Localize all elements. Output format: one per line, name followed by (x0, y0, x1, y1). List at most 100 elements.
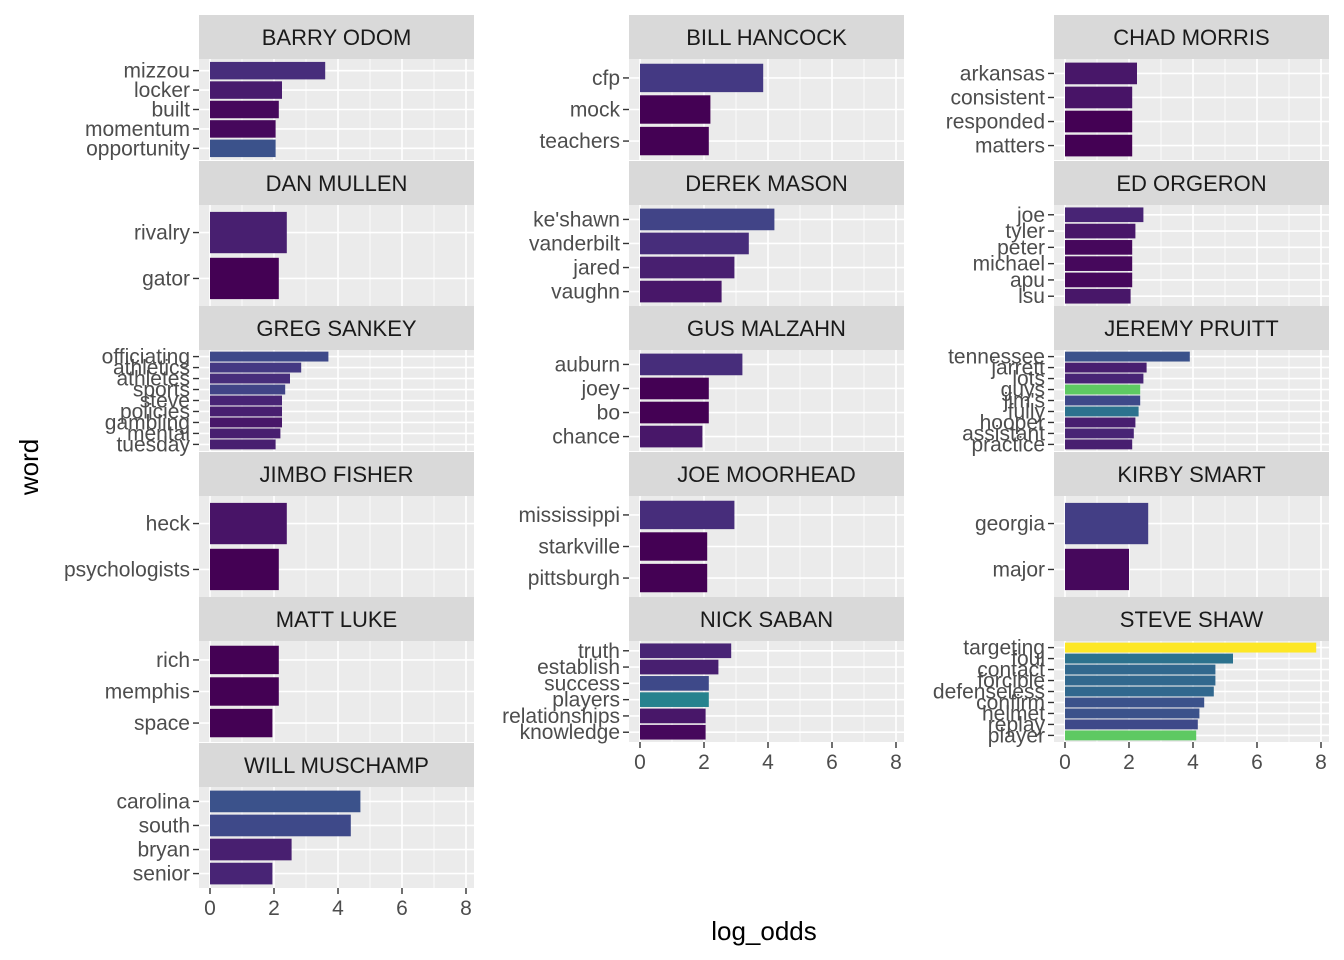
x-tick-label: 4 (1187, 751, 1199, 774)
bar-vanderbilt (640, 232, 749, 255)
bar-jared (640, 256, 735, 279)
bar-tennessee (1065, 351, 1190, 362)
bar-jim-s (1065, 395, 1141, 406)
y-tick-label: mississippi (518, 504, 620, 527)
facet-strip (629, 161, 904, 205)
facet-panel: DAN MULLEN rivalry gator (134, 161, 474, 306)
y-tick-label: lots (1012, 368, 1045, 391)
y-tick-label: hooper (980, 411, 1045, 434)
y-tick-label: joe (1016, 204, 1045, 227)
bar-michael (1065, 256, 1133, 271)
bar-momentum (210, 120, 276, 138)
y-tick-label: forcible (977, 670, 1045, 693)
bar-georgia (1065, 502, 1149, 545)
facet-strip (629, 452, 904, 496)
y-tick-label: georgia (975, 513, 1045, 536)
y-tick-label: truth (578, 640, 620, 663)
bar-sports (210, 384, 286, 395)
facet-title: JEREMY PRUITT (1104, 316, 1278, 341)
bar-forcible (1065, 675, 1216, 686)
facet-panel: STEVE SHAW targetingfoulcontactforciblede… (933, 597, 1329, 774)
bar-opportunity (210, 139, 276, 158)
facet-panel: GREG SANKEY officiatingathleticsathletess… (102, 306, 474, 456)
facet-strip (1054, 306, 1329, 350)
x-tick-label: 2 (1123, 751, 1135, 774)
y-tick-label: helmet (982, 702, 1045, 725)
bar-players (640, 692, 709, 707)
x-tick-label: 0 (204, 897, 216, 920)
bar-knowledge (640, 724, 706, 740)
y-tick-label: auburn (555, 353, 620, 376)
facet-panel: CHAD MORRIS arkansasconsistentrespondedma… (946, 15, 1329, 160)
facet-strip (199, 452, 474, 496)
bar-confirm (1065, 697, 1205, 708)
y-tick-label: fully (1008, 400, 1046, 423)
bar-jarrett (1065, 362, 1147, 373)
bar-establish (640, 659, 719, 675)
bar-officiating (210, 351, 329, 362)
bar-practice (1065, 439, 1133, 450)
facet-title: DEREK MASON (685, 171, 848, 196)
facet-title: JIMBO FISHER (259, 462, 413, 487)
bar-carolina (210, 790, 361, 813)
bar-south (210, 814, 351, 837)
bar-mizzou (210, 61, 326, 80)
y-tick-label: assistant (962, 422, 1045, 445)
y-tick-label: memphis (105, 681, 190, 704)
x-tick-label: 8 (1315, 751, 1327, 774)
bar-targeting (1065, 642, 1317, 653)
y-tick-label: knowledge (520, 721, 620, 744)
bar-heck (210, 502, 287, 545)
bar-mock (640, 95, 711, 124)
facet-panel: JIMBO FISHER heck psychologists (64, 452, 474, 597)
facet-title: CHAD MORRIS (1113, 25, 1269, 50)
x-tick-label: 6 (396, 897, 408, 920)
y-tick-label: steve (140, 390, 190, 413)
y-tick-label: ke'shawn (533, 208, 620, 231)
bar-lots (1065, 373, 1144, 384)
facet-title: BILL HANCOCK (686, 25, 847, 50)
bar-gator (210, 257, 279, 300)
bar-responded (1065, 110, 1133, 133)
x-tick-label: 8 (890, 751, 902, 774)
facet-strip (199, 306, 474, 350)
y-tick-label: policies (120, 400, 190, 423)
bar-truth (640, 643, 732, 659)
bar-foul (1065, 653, 1233, 664)
bar-tyler (1065, 223, 1136, 239)
y-tick-label: establish (537, 656, 620, 679)
bar-success (640, 676, 709, 691)
bar-joey (640, 377, 709, 400)
x-tick-label: 6 (1251, 751, 1263, 774)
y-tick-label: replay (988, 713, 1046, 736)
bar-locker (210, 81, 282, 99)
bar-peter (1065, 240, 1133, 255)
bar-rich (210, 645, 279, 675)
facet-strip (629, 306, 904, 350)
y-tick-label: vanderbilt (529, 232, 620, 255)
y-tick-label: tuesday (116, 433, 190, 456)
bar-senior (210, 862, 273, 885)
y-tick-label: cfp (592, 67, 620, 90)
facet-panel: KIRBY SMART georgia major (975, 452, 1329, 597)
y-tick-label: guys (1001, 379, 1045, 402)
y-tick-label: apu (1010, 269, 1045, 292)
bar-psychologists (210, 548, 279, 591)
y-tick-label: chance (552, 426, 620, 449)
bar-contact (1065, 664, 1216, 675)
bar-consistent (1065, 86, 1133, 109)
y-axis-title: word (14, 439, 44, 496)
facet-panel: JOE MOORHEAD mississippi starkville pittsbu… (518, 452, 904, 597)
bar-defenseless (1065, 686, 1214, 697)
facet-panel: BARRY ODOM mizzoulockerbuiltmomentumoppor… (85, 15, 474, 160)
y-tick-label: sports (133, 379, 190, 402)
y-tick-label: space (134, 712, 190, 735)
facet-title: GREG SANKEY (256, 316, 416, 341)
y-tick-label: major (992, 558, 1045, 581)
bar-apu (1065, 272, 1133, 288)
bar-guys (1065, 384, 1141, 395)
y-tick-label: matters (975, 135, 1045, 158)
bar-hooper (1065, 417, 1136, 428)
